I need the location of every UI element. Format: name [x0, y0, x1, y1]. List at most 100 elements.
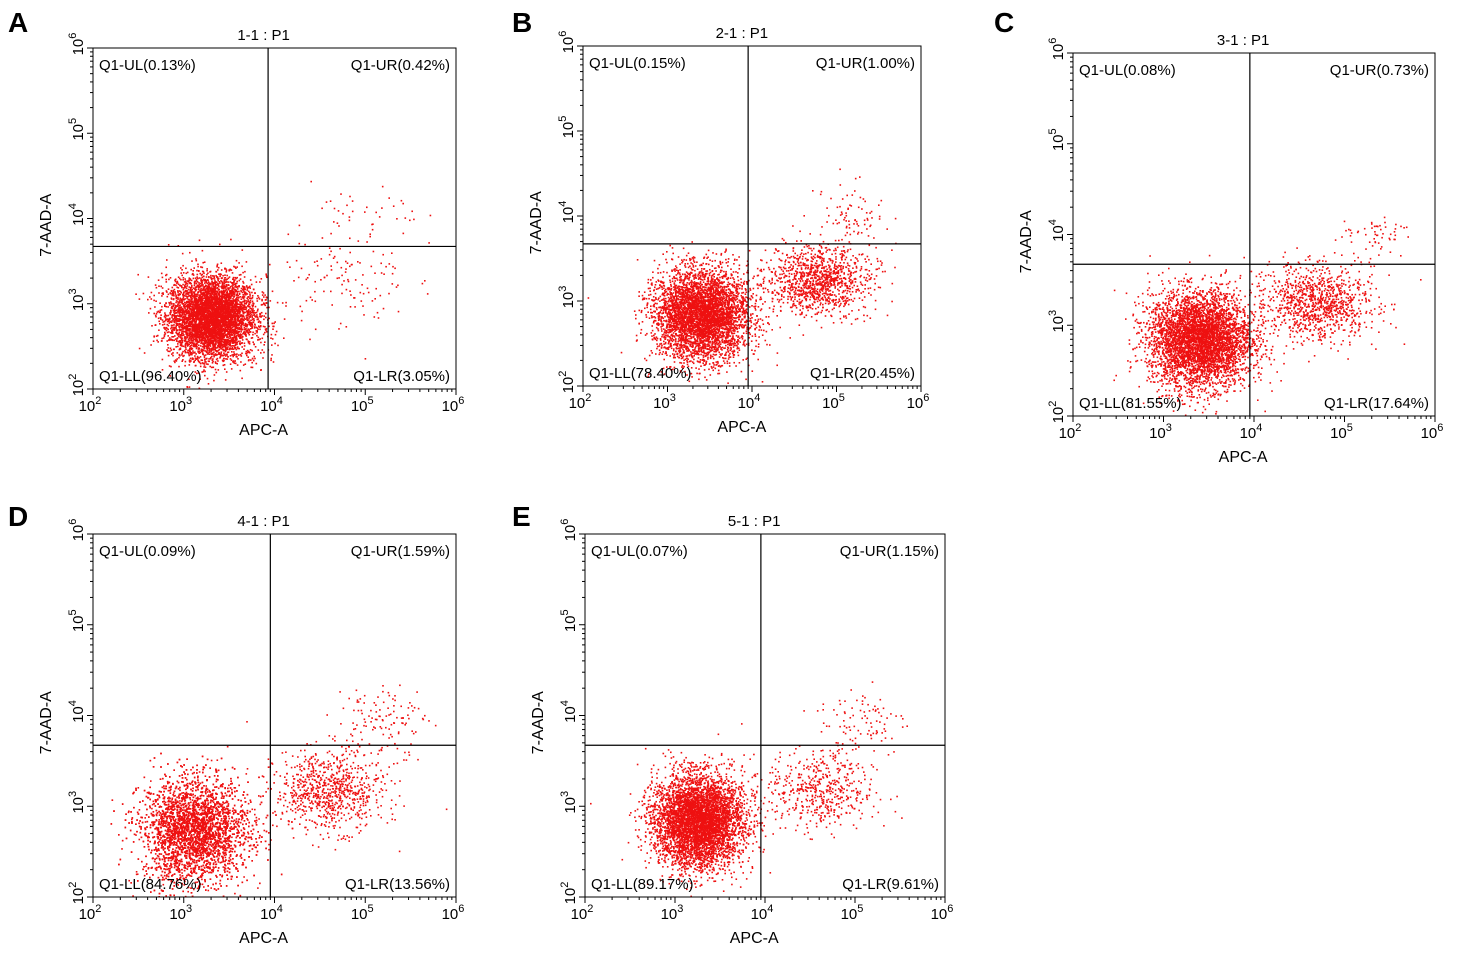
- data-point: [206, 331, 209, 334]
- data-point: [191, 327, 193, 330]
- data-point: [172, 336, 175, 338]
- data-point: [184, 360, 187, 363]
- data-point: [229, 363, 232, 365]
- data-point: [205, 325, 207, 328]
- data-point: [177, 314, 179, 317]
- data-point: [232, 291, 234, 294]
- data-point: [187, 340, 190, 343]
- data-point: [232, 341, 235, 343]
- data-point: [187, 338, 190, 341]
- data-point: [195, 305, 198, 307]
- data-point: [226, 290, 228, 293]
- data-point: [234, 328, 236, 330]
- data-point: [222, 314, 225, 316]
- data-point: [209, 313, 211, 316]
- data-point: [198, 285, 201, 288]
- data-point: [230, 316, 232, 319]
- data-point: [236, 303, 239, 306]
- data-point: [195, 337, 197, 339]
- data-point: [205, 285, 208, 287]
- data-point: [210, 297, 213, 300]
- data-point: [229, 291, 232, 294]
- data-point: [222, 289, 225, 292]
- data-point: [215, 343, 217, 345]
- data-point: [193, 297, 196, 300]
- data-point: [196, 332, 198, 335]
- data-point: [225, 339, 228, 341]
- data-point: [192, 303, 195, 305]
- data-point: [233, 315, 236, 317]
- data-point: [248, 341, 251, 343]
- data-point: [224, 327, 227, 330]
- data-point: [242, 311, 245, 314]
- data-point: [210, 350, 212, 353]
- data-point: [168, 365, 171, 367]
- data-point: [231, 287, 234, 290]
- data-point: [265, 302, 268, 304]
- data-point: [174, 361, 176, 364]
- data-point: [248, 313, 250, 316]
- data-point: [189, 294, 192, 297]
- data-point: [170, 309, 172, 312]
- data-point: [178, 331, 181, 334]
- data-point: [193, 324, 195, 327]
- data-point: [209, 310, 211, 313]
- data-point: [215, 298, 218, 300]
- data-point: [213, 374, 216, 376]
- data-point: [236, 323, 239, 326]
- data-point: [224, 347, 227, 349]
- data-point: [276, 301, 279, 304]
- data-point: [178, 294, 180, 296]
- data-point: [205, 276, 208, 278]
- data-point: [201, 304, 204, 307]
- data-point: [249, 315, 252, 317]
- data-point: [233, 335, 236, 337]
- data-point: [195, 282, 198, 285]
- data-point: [246, 311, 248, 313]
- data-point: [211, 302, 213, 305]
- data-point: [212, 322, 214, 324]
- data-point: [158, 320, 160, 323]
- data-point: [212, 345, 214, 347]
- data-point: [161, 295, 163, 297]
- data-point: [245, 352, 248, 355]
- data-point: [240, 323, 243, 325]
- data-point: [236, 338, 238, 341]
- data-point: [189, 287, 192, 289]
- data-point: [205, 358, 207, 360]
- data-point: [178, 300, 181, 303]
- data-point: [219, 313, 221, 315]
- data-point: [235, 298, 238, 300]
- data-point: [155, 300, 157, 302]
- data-point: [195, 278, 198, 281]
- data-point: [195, 334, 198, 336]
- data-point: [207, 281, 210, 283]
- data-point: [195, 279, 198, 282]
- data-point: [246, 349, 249, 352]
- data-point: [236, 293, 239, 296]
- data-point: [221, 295, 223, 297]
- data-point: [201, 326, 203, 328]
- data-point: [240, 298, 243, 300]
- data-point: [203, 328, 205, 331]
- data-point: [201, 362, 204, 364]
- data-point: [236, 313, 239, 316]
- data-point: [236, 280, 238, 283]
- data-point: [169, 292, 171, 294]
- data-point: [225, 334, 227, 337]
- data-point: [253, 318, 255, 320]
- data-point: [207, 292, 209, 294]
- data-point: [185, 310, 188, 313]
- data-point: [192, 274, 195, 276]
- data-point: [189, 325, 192, 328]
- data-point: [169, 313, 172, 316]
- data-point: [196, 317, 198, 320]
- data-point: [190, 312, 193, 314]
- data-point: [248, 318, 250, 320]
- data-point: [199, 300, 201, 303]
- data-point: [205, 279, 208, 282]
- data-point: [175, 340, 178, 342]
- data-point: [188, 378, 190, 381]
- data-point: [209, 318, 211, 321]
- data-point: [271, 290, 274, 293]
